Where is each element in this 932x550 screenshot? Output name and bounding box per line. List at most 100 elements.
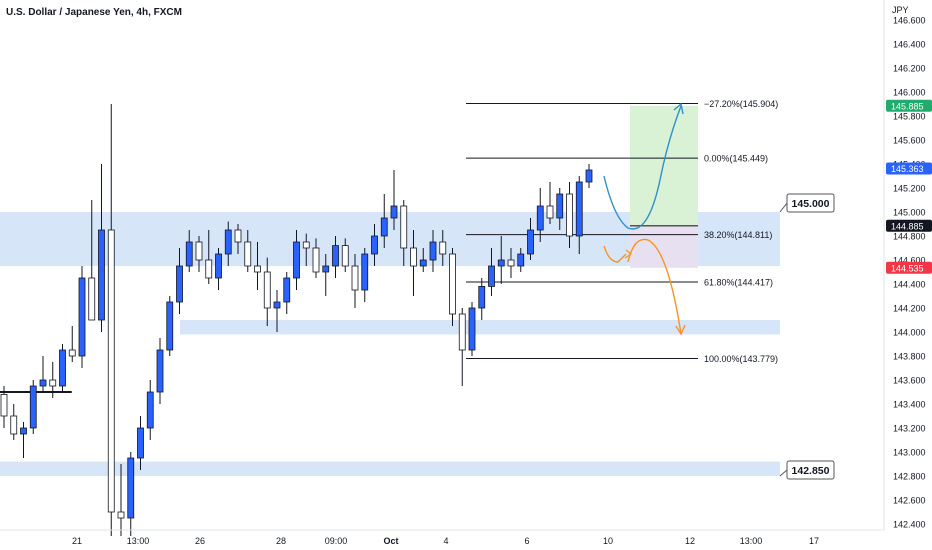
price-tick-label: 143.400 <box>893 400 926 410</box>
candle[interactable] <box>478 278 486 320</box>
time-tick-label: 28 <box>276 536 286 546</box>
candle[interactable] <box>380 194 388 248</box>
candle[interactable] <box>0 386 8 428</box>
candle-body <box>78 277 86 357</box>
candle-body <box>400 205 408 249</box>
candle[interactable] <box>341 238 349 272</box>
price-tag[interactable]: 144.885 <box>886 219 932 232</box>
candle[interactable] <box>205 230 213 284</box>
candle[interactable] <box>419 248 427 272</box>
candle[interactable] <box>546 182 554 224</box>
candle-body <box>361 253 369 291</box>
candle[interactable] <box>302 233 310 266</box>
candle-body <box>254 265 261 273</box>
candle[interactable] <box>166 296 174 356</box>
candle[interactable] <box>468 302 476 356</box>
candle[interactable] <box>273 290 281 332</box>
candle[interactable] <box>332 236 339 278</box>
candle[interactable] <box>507 248 515 278</box>
candle[interactable] <box>107 104 115 536</box>
candle[interactable] <box>312 238 320 278</box>
candle-body <box>98 229 105 321</box>
candle[interactable] <box>361 248 369 302</box>
symbol-title: U.S. Dollar / Japanese Yen, 4h, FXCM <box>6 7 182 18</box>
price-tag[interactable]: 145.363 <box>886 162 932 175</box>
candle[interactable] <box>146 380 154 440</box>
candle[interactable] <box>488 248 495 296</box>
candle[interactable] <box>117 464 125 536</box>
candle-body <box>293 241 300 279</box>
price-tick-label: 144.200 <box>893 304 926 314</box>
candle[interactable] <box>244 230 252 272</box>
price-tick-label: 144.800 <box>893 232 926 242</box>
candles-layer <box>0 104 593 536</box>
candle[interactable] <box>195 236 203 272</box>
candle[interactable] <box>585 164 593 188</box>
candle[interactable] <box>10 404 18 440</box>
candle[interactable] <box>566 182 573 248</box>
candle[interactable] <box>20 422 27 458</box>
candle-body <box>49 379 57 387</box>
candle[interactable] <box>410 230 417 296</box>
bearish-pullback-arrow[interactable] <box>603 245 627 263</box>
price-tag[interactable]: 144.535 <box>886 261 932 274</box>
candle[interactable] <box>390 170 398 230</box>
candle-body <box>68 349 76 357</box>
candle[interactable] <box>176 248 183 314</box>
zone-label-145-000[interactable]: 145.000 <box>779 193 835 213</box>
candle[interactable] <box>88 200 96 321</box>
candle-body <box>107 229 115 513</box>
candle[interactable] <box>449 248 456 326</box>
lower-zone[interactable] <box>0 461 780 476</box>
candle[interactable] <box>429 230 437 272</box>
candle[interactable] <box>39 356 47 392</box>
candle[interactable] <box>254 242 261 290</box>
zone-label-142-850[interactable]: 142.850 <box>779 460 835 480</box>
candle[interactable] <box>185 230 193 272</box>
price-tick-label: 145.600 <box>893 136 926 146</box>
candle[interactable] <box>137 416 144 470</box>
candle[interactable] <box>527 218 534 260</box>
middle-zone[interactable] <box>180 320 780 335</box>
price-tag-text: 145.885 <box>891 101 924 111</box>
candle[interactable] <box>556 188 564 230</box>
zone-label-box <box>786 193 835 213</box>
candle[interactable] <box>263 257 271 326</box>
candle[interactable] <box>439 230 447 266</box>
candle[interactable] <box>575 176 583 254</box>
zone-label-box <box>786 460 835 480</box>
candle[interactable] <box>371 224 378 266</box>
candle[interactable] <box>98 164 105 332</box>
candle[interactable] <box>224 221 232 266</box>
candle-body <box>429 241 437 261</box>
candle[interactable] <box>536 188 544 242</box>
candle-body <box>351 265 359 291</box>
time-axis[interactable]: 21 13:00 26 28 09:00 Oct 4 6 10 12 13:00 17 <box>72 536 819 546</box>
candle[interactable] <box>517 248 525 272</box>
bullish-arrow[interactable] <box>603 105 682 230</box>
target-zone[interactable] <box>630 105 698 226</box>
candle[interactable] <box>156 338 164 404</box>
candle[interactable] <box>497 236 505 284</box>
candle-body <box>439 241 447 255</box>
candle[interactable] <box>293 230 300 290</box>
candle[interactable] <box>351 254 359 308</box>
bearish-arrow[interactable] <box>627 238 682 335</box>
candle-body <box>215 253 222 279</box>
candle[interactable] <box>59 344 66 392</box>
candle[interactable] <box>127 452 135 536</box>
candle[interactable] <box>458 308 466 386</box>
price-tick-label: 142.400 <box>893 520 926 530</box>
candle[interactable] <box>322 254 330 296</box>
candle[interactable] <box>234 224 242 254</box>
candle-body <box>546 205 554 219</box>
candle[interactable] <box>283 272 291 314</box>
candle[interactable] <box>215 248 222 290</box>
candle[interactable] <box>49 362 57 398</box>
candle[interactable] <box>78 266 86 368</box>
price-tag[interactable]: 145.885 <box>886 99 932 112</box>
candle[interactable] <box>68 326 76 362</box>
candle[interactable] <box>29 380 37 434</box>
candle[interactable] <box>400 200 408 266</box>
